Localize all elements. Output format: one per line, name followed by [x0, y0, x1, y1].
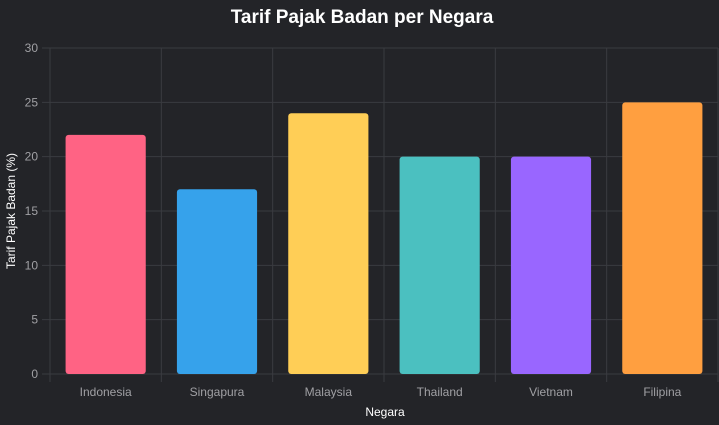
bar-indonesia[interactable]	[65, 134, 146, 374]
bar-thailand[interactable]	[399, 156, 480, 374]
bar-malaysia[interactable]	[288, 113, 369, 374]
x-axis-ticks: Indonesia Singapura Malaysia Thailand Vietna…	[80, 385, 682, 399]
grid-lines	[42, 47, 719, 382]
y-tick-label: 25	[25, 95, 39, 109]
x-tick-label: Thailand	[417, 385, 463, 399]
y-tick-label: 5	[31, 313, 38, 327]
bar-vietnam[interactable]	[510, 156, 592, 374]
x-axis-label: Negara	[365, 405, 405, 419]
y-tick-label: 0	[31, 367, 38, 381]
chart-title: Tarif Pajak Badan per Negara	[231, 7, 494, 28]
x-tick-label: Vietnam	[529, 385, 573, 399]
x-tick-label: Filipina	[643, 385, 681, 399]
y-tick-label: 30	[25, 41, 39, 55]
y-axis-label: Tarif Pajak Badan (%)	[4, 153, 18, 269]
bar-filipina[interactable]	[622, 102, 703, 374]
y-tick-label: 10	[25, 258, 39, 272]
y-tick-label: 20	[25, 150, 39, 164]
y-axis-ticks: 0 5 10 15 20 25 30	[25, 41, 39, 381]
bars	[65, 102, 703, 374]
x-tick-label: Indonesia	[80, 385, 132, 399]
x-tick-label: Malaysia	[305, 385, 353, 399]
y-tick-label: 15	[25, 204, 39, 218]
bar-singapura[interactable]	[176, 189, 258, 374]
x-tick-label: Singapura	[190, 385, 245, 399]
